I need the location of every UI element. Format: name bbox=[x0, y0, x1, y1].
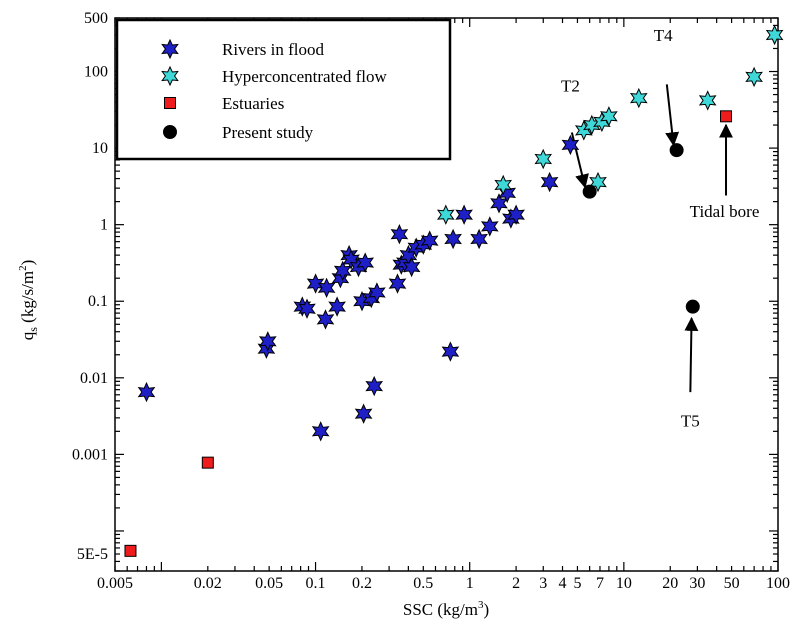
data-point-series-1 bbox=[600, 106, 618, 127]
data-point-series-0 bbox=[328, 296, 346, 317]
data-point-series-0 bbox=[390, 223, 409, 245]
x-tick-label: 2 bbox=[512, 575, 520, 592]
data-point-series-3 bbox=[669, 143, 684, 158]
legend-marker-series-0 bbox=[161, 38, 179, 60]
data-point-series-0 bbox=[540, 171, 559, 193]
data-point-series-0 bbox=[311, 421, 330, 442]
y-axis-title: qs (kg/s/m2) bbox=[17, 260, 40, 341]
x-tick-label: 3 bbox=[539, 575, 547, 592]
data-point-series-1 bbox=[745, 66, 763, 88]
annotation-label: Tidal bore bbox=[690, 202, 760, 221]
data-point-series-0 bbox=[420, 230, 439, 251]
annotation-label: T4 bbox=[654, 26, 673, 45]
x-tick-label: 4 bbox=[559, 575, 567, 592]
x-tick-label: 30 bbox=[689, 575, 705, 592]
data-point-series-1 bbox=[534, 148, 553, 170]
data-point-series-3 bbox=[582, 184, 597, 199]
data-point-series-0 bbox=[444, 228, 462, 250]
legend-markers bbox=[161, 38, 179, 139]
data-point-series-1 bbox=[494, 174, 513, 196]
data-point-series-0 bbox=[137, 381, 156, 403]
y-tick-label: 10 bbox=[92, 140, 108, 157]
data-point-series-1 bbox=[629, 87, 648, 109]
data-point-series-0 bbox=[306, 273, 325, 294]
data-point-series-0 bbox=[402, 256, 421, 278]
data-point-series-0 bbox=[441, 341, 460, 362]
x-tick-label: 100 bbox=[766, 575, 790, 592]
annotations: T2 T4 Tidal bore T5 bbox=[561, 26, 759, 431]
data-point-series-0 bbox=[317, 277, 336, 299]
y-tick-label: 500 bbox=[84, 10, 108, 27]
x-tick-label: 0.005 bbox=[97, 575, 133, 592]
legend-marker-series-2 bbox=[164, 97, 176, 109]
legend-label-rivers: Rivers in flood bbox=[222, 40, 324, 59]
x-tick-label: 0.5 bbox=[413, 575, 433, 592]
data-point-series-0 bbox=[368, 282, 386, 303]
x-tick-label: 1 bbox=[466, 575, 474, 592]
data-point-series-0 bbox=[258, 331, 277, 352]
data-point-series-0 bbox=[561, 134, 580, 156]
annotation-label: T2 bbox=[561, 76, 580, 95]
data-point-series-2 bbox=[720, 110, 733, 123]
legend-label-estuaries: Estuaries bbox=[222, 94, 284, 113]
y-tick-label: 0.001 bbox=[72, 446, 108, 463]
data-point-series-0 bbox=[455, 204, 473, 225]
data-point-series-0 bbox=[388, 273, 407, 294]
x-tick-label: 0.1 bbox=[306, 575, 326, 592]
legend: Rivers in flood Hyperconcentrated flow E… bbox=[115, 18, 452, 161]
data-point-series-0 bbox=[298, 298, 316, 319]
plot-frame bbox=[114, 17, 779, 572]
annotation-arrow bbox=[684, 316, 699, 393]
legend-label-hyperconcentrated: Hyperconcentrated flow bbox=[222, 67, 387, 86]
legend-label-present-study: Present study bbox=[222, 123, 314, 142]
data-point-series-2 bbox=[201, 456, 214, 469]
x-tick-label: 5 bbox=[573, 575, 581, 592]
data-point-series-0 bbox=[342, 249, 360, 270]
data-point-series-1 bbox=[765, 24, 784, 46]
data-point-series-0 bbox=[470, 228, 488, 250]
data-point-series-0 bbox=[316, 309, 335, 330]
legend-marker-series-3 bbox=[163, 125, 177, 139]
data-point-series-3 bbox=[685, 299, 700, 314]
x-tick-label: 50 bbox=[724, 575, 740, 592]
data-point-series-2 bbox=[124, 544, 137, 557]
data-point-series-0 bbox=[507, 204, 525, 225]
x-tick-label: 0.2 bbox=[352, 575, 372, 592]
data-point-series-1 bbox=[589, 171, 607, 193]
x-tick-label: 10 bbox=[616, 575, 632, 592]
y-tick-label: 1 bbox=[100, 217, 108, 234]
x-axis-title: SSC (kg/m3) bbox=[403, 599, 489, 619]
annotation-label: T5 bbox=[681, 412, 700, 431]
data-point-series-0 bbox=[480, 216, 499, 237]
data-point-series-1 bbox=[436, 204, 455, 225]
x-tick-label: 0.05 bbox=[255, 575, 283, 592]
data-point-series-0 bbox=[354, 403, 373, 424]
legend-marker-series-1 bbox=[161, 65, 179, 87]
data-point-series-1 bbox=[698, 90, 717, 111]
axis-tick-labels: 0.005 0.02 0.05 0.1 0.2 0.5 1 2 3 4 5 7 10 20 30 50 100 5… bbox=[72, 10, 790, 592]
data-points bbox=[124, 24, 784, 557]
x-tick-label: 7 bbox=[596, 575, 604, 592]
data-point-series-0 bbox=[365, 375, 384, 397]
y-tick-label: 100 bbox=[84, 64, 108, 81]
data-point-series-0 bbox=[356, 252, 375, 273]
y-tick-label: 0.1 bbox=[88, 293, 108, 310]
x-tick-label: 20 bbox=[662, 575, 678, 592]
x-tick-label: 0.02 bbox=[194, 575, 222, 592]
annotation-arrow bbox=[665, 84, 680, 147]
y-tick-label: 5E-5 bbox=[77, 546, 108, 563]
y-tick-label: 0.01 bbox=[80, 370, 108, 387]
